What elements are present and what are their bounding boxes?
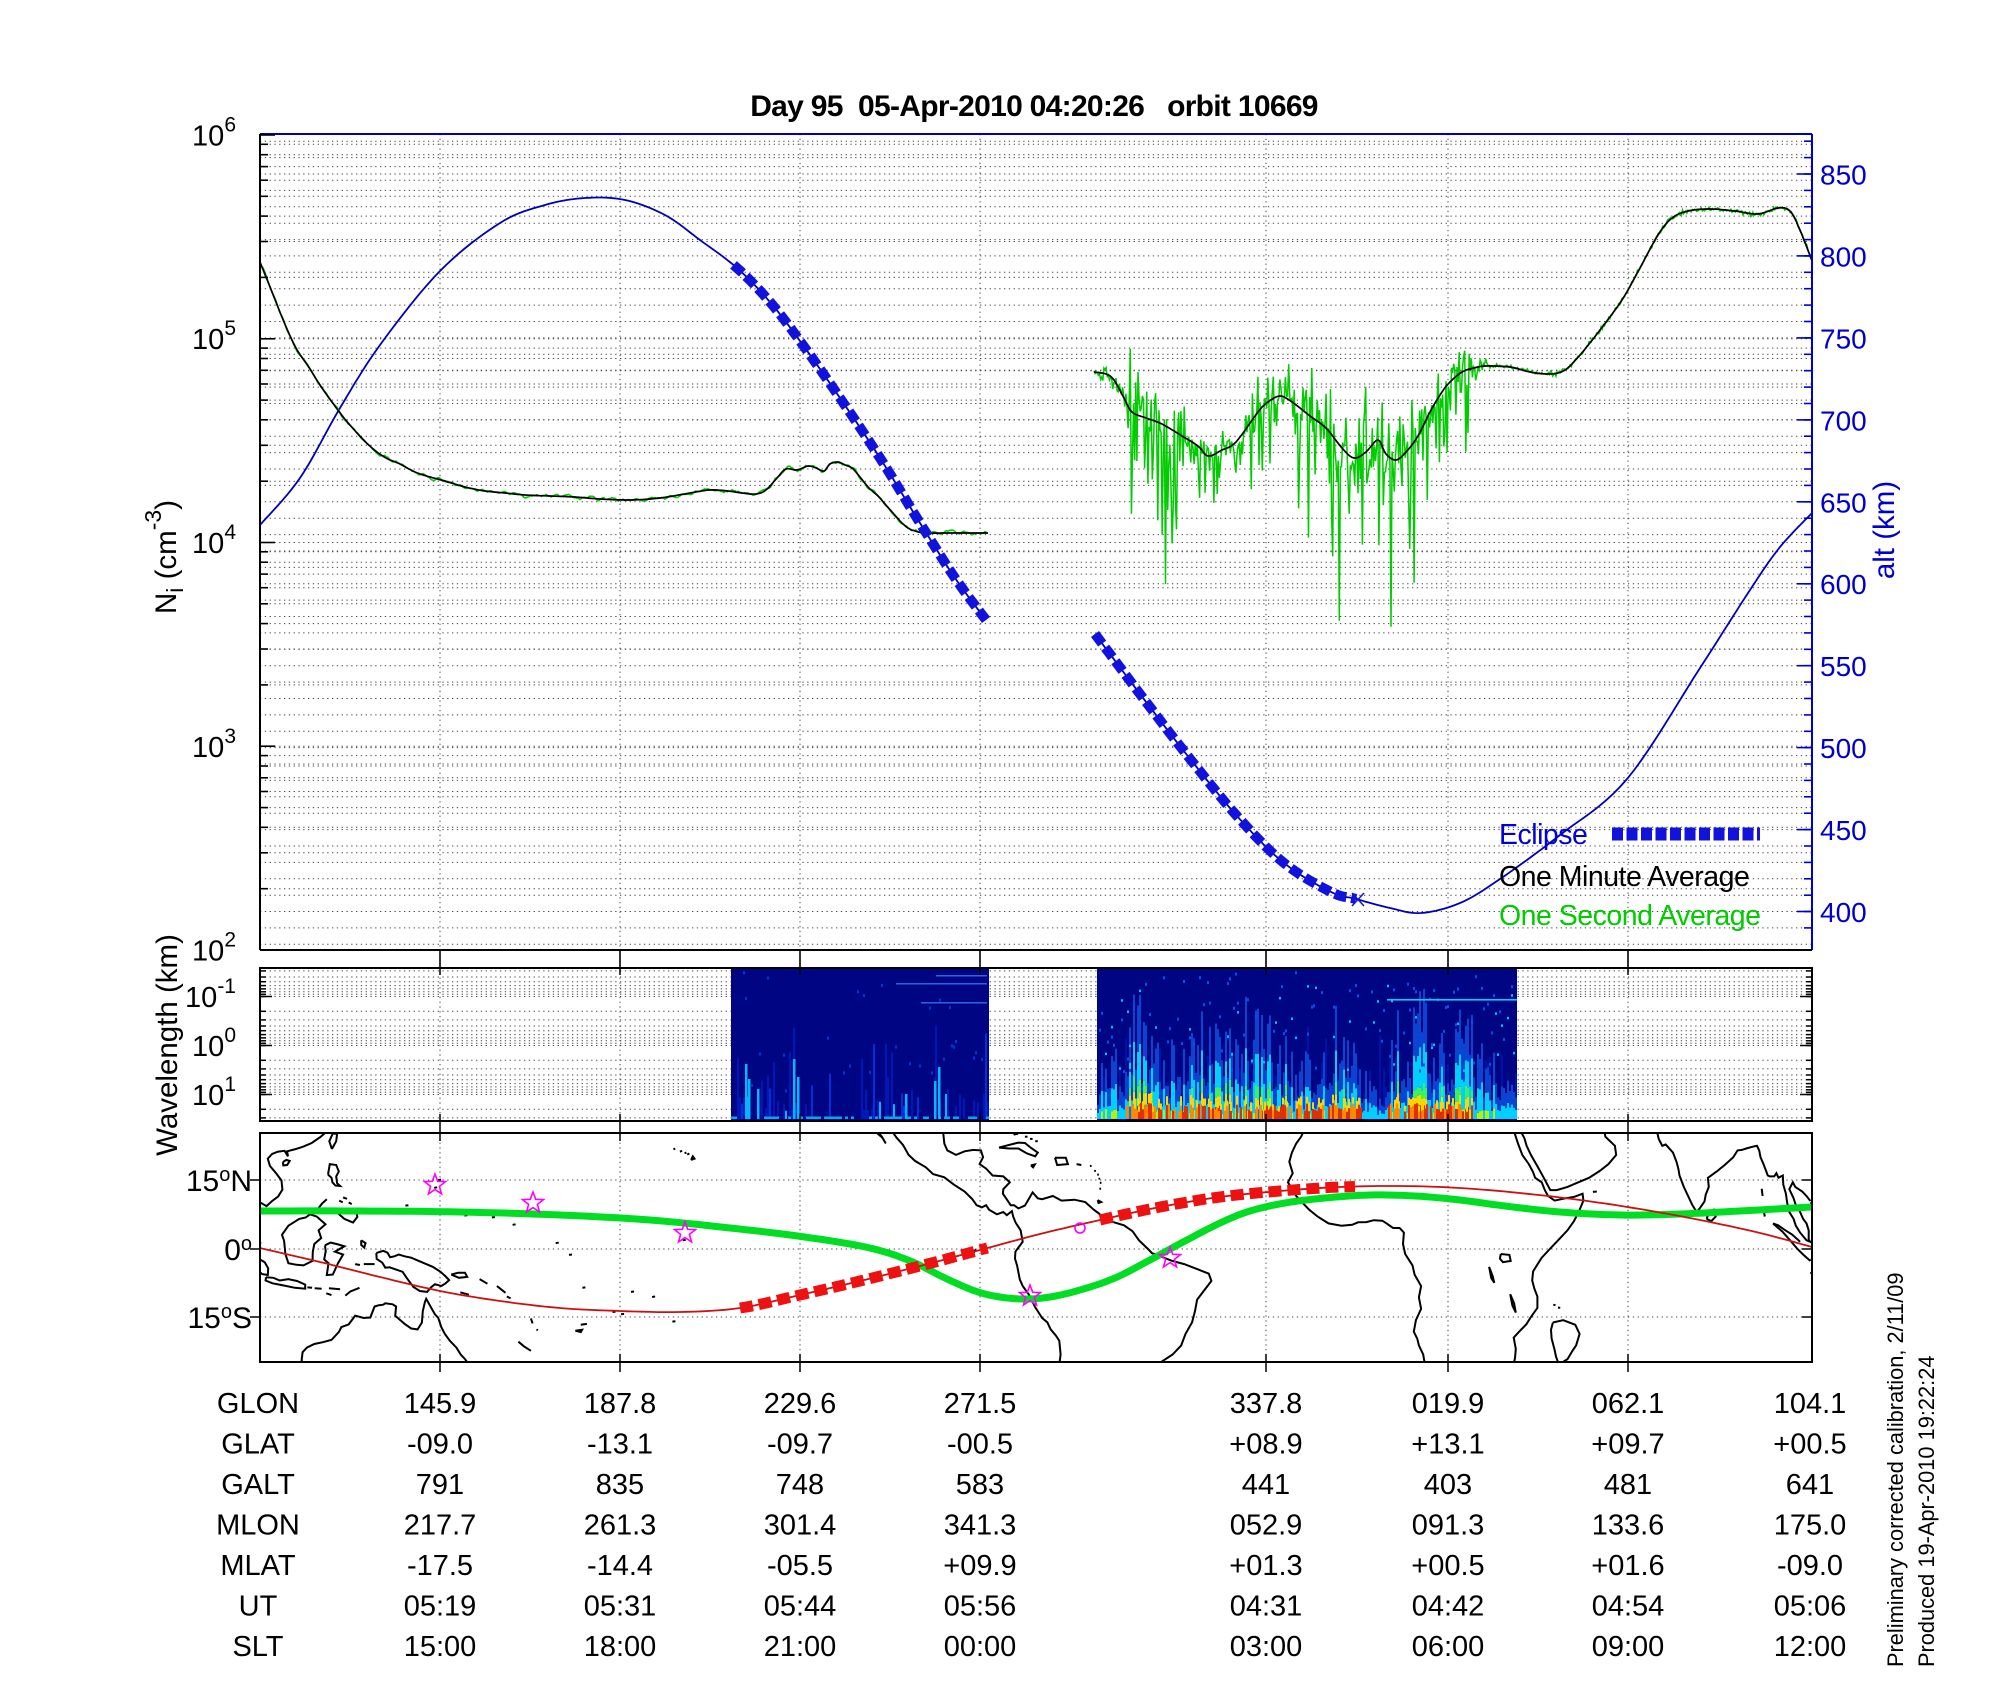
svg-text:+01.3: +01.3 (1229, 1550, 1302, 1582)
svg-text:UT: UT (239, 1591, 278, 1623)
svg-text:450: 450 (1820, 815, 1867, 846)
svg-text:04:42: 04:42 (1412, 1591, 1485, 1623)
svg-text:104: 104 (192, 521, 236, 560)
svg-text:175.0: 175.0 (1774, 1510, 1847, 1542)
svg-text:187.8: 187.8 (584, 1388, 657, 1420)
svg-text:850: 850 (1820, 160, 1867, 191)
svg-text:18:00: 18:00 (584, 1631, 657, 1663)
svg-text:-09.7: -09.7 (767, 1429, 833, 1461)
svg-text:MLON: MLON (216, 1510, 300, 1542)
svg-text:791: 791 (416, 1469, 464, 1501)
svg-text:15:00: 15:00 (404, 1631, 477, 1663)
svg-text:Preliminary corrected calibrat: Preliminary corrected calibration, 2/11/… (1883, 1272, 1908, 1667)
svg-text:583: 583 (956, 1469, 1004, 1501)
svg-text:019.9: 019.9 (1412, 1388, 1485, 1420)
svg-text:062.1: 062.1 (1592, 1388, 1665, 1420)
svg-text:15oS: 15oS (187, 1301, 252, 1335)
svg-text:04:54: 04:54 (1592, 1591, 1665, 1623)
svg-text:-13.1: -13.1 (587, 1429, 653, 1461)
svg-text:04:31: 04:31 (1230, 1591, 1303, 1623)
svg-text:+00.5: +00.5 (1773, 1429, 1846, 1461)
svg-text:133.6: 133.6 (1592, 1510, 1665, 1542)
svg-text:Produced 19-Apr-2010 19:22:24: Produced 19-Apr-2010 19:22:24 (1914, 1356, 1939, 1667)
svg-text:835: 835 (596, 1469, 644, 1501)
svg-text:-17.5: -17.5 (407, 1550, 473, 1582)
svg-text:-00.5: -00.5 (947, 1429, 1013, 1461)
svg-text:145.9: 145.9 (404, 1388, 477, 1420)
svg-text:15oN: 15oN (186, 1164, 252, 1198)
svg-text:SLT: SLT (232, 1631, 283, 1663)
svg-text:05:19: 05:19 (404, 1591, 477, 1623)
svg-text:+08.9: +08.9 (1229, 1429, 1302, 1461)
svg-text:337.8: 337.8 (1230, 1388, 1303, 1420)
svg-text:500: 500 (1820, 733, 1867, 764)
svg-text:09:00: 09:00 (1592, 1631, 1665, 1663)
svg-text:600: 600 (1820, 569, 1867, 600)
svg-text:441: 441 (1242, 1469, 1290, 1501)
svg-text:700: 700 (1820, 405, 1867, 436)
svg-text:104.1: 104.1 (1774, 1388, 1847, 1420)
svg-text:341.3: 341.3 (944, 1510, 1017, 1542)
svg-text:800: 800 (1820, 241, 1867, 272)
svg-text:+13.1: +13.1 (1411, 1429, 1484, 1461)
svg-text:Day 95 05-Apr-2010 04:20:26: Day 95 05-Apr-2010 04:20:26 orbit 10669 (750, 90, 1318, 123)
svg-text:GLAT: GLAT (221, 1429, 295, 1461)
svg-text:12:00: 12:00 (1774, 1631, 1847, 1663)
svg-text:-09.0: -09.0 (407, 1429, 473, 1461)
svg-text:+00.5: +00.5 (1411, 1550, 1484, 1582)
svg-text:-05.5: -05.5 (767, 1550, 833, 1582)
svg-text:05:06: 05:06 (1774, 1591, 1847, 1623)
svg-text:091.3: 091.3 (1412, 1510, 1485, 1542)
svg-text:-09.0: -09.0 (1777, 1550, 1843, 1582)
svg-text:One Minute Average: One Minute Average (1499, 861, 1749, 893)
svg-text:481: 481 (1604, 1469, 1652, 1501)
svg-text:650: 650 (1820, 487, 1867, 518)
svg-text:052.9: 052.9 (1230, 1510, 1303, 1542)
svg-text:05:31: 05:31 (584, 1591, 657, 1623)
svg-text:00:00: 00:00 (944, 1631, 1017, 1663)
svg-text:271.5: 271.5 (944, 1388, 1017, 1420)
svg-text:550: 550 (1820, 651, 1867, 682)
svg-text:05:44: 05:44 (764, 1591, 837, 1623)
svg-text:05:56: 05:56 (944, 1591, 1017, 1623)
svg-text:641: 641 (1786, 1469, 1834, 1501)
svg-text:alt (km): alt (km) (1868, 481, 1901, 579)
svg-text:03:00: 03:00 (1230, 1631, 1303, 1663)
svg-text:400: 400 (1820, 897, 1867, 928)
svg-text:-14.4: -14.4 (587, 1550, 653, 1582)
svg-text:Wavelength (km): Wavelength (km) (151, 934, 184, 1156)
svg-text:403: 403 (1424, 1469, 1472, 1501)
svg-text:GALT: GALT (221, 1469, 295, 1501)
svg-text:Eclipse: Eclipse (1499, 819, 1587, 851)
svg-text:06:00: 06:00 (1412, 1631, 1485, 1663)
svg-text:217.7: 217.7 (404, 1510, 477, 1542)
svg-text:One Second Average: One Second Average (1499, 900, 1760, 932)
svg-text:748: 748 (776, 1469, 824, 1501)
svg-text:21:00: 21:00 (764, 1631, 837, 1663)
svg-text:+09.9: +09.9 (943, 1550, 1016, 1582)
svg-text:750: 750 (1820, 323, 1867, 354)
svg-text:229.6: 229.6 (764, 1388, 837, 1420)
svg-text:+01.6: +01.6 (1591, 1550, 1664, 1582)
svg-text:MLAT: MLAT (220, 1550, 295, 1582)
svg-text:+09.7: +09.7 (1591, 1429, 1664, 1461)
svg-text:GLON: GLON (217, 1388, 299, 1420)
svg-text:301.4: 301.4 (764, 1510, 837, 1542)
svg-text:261.3: 261.3 (584, 1510, 657, 1542)
